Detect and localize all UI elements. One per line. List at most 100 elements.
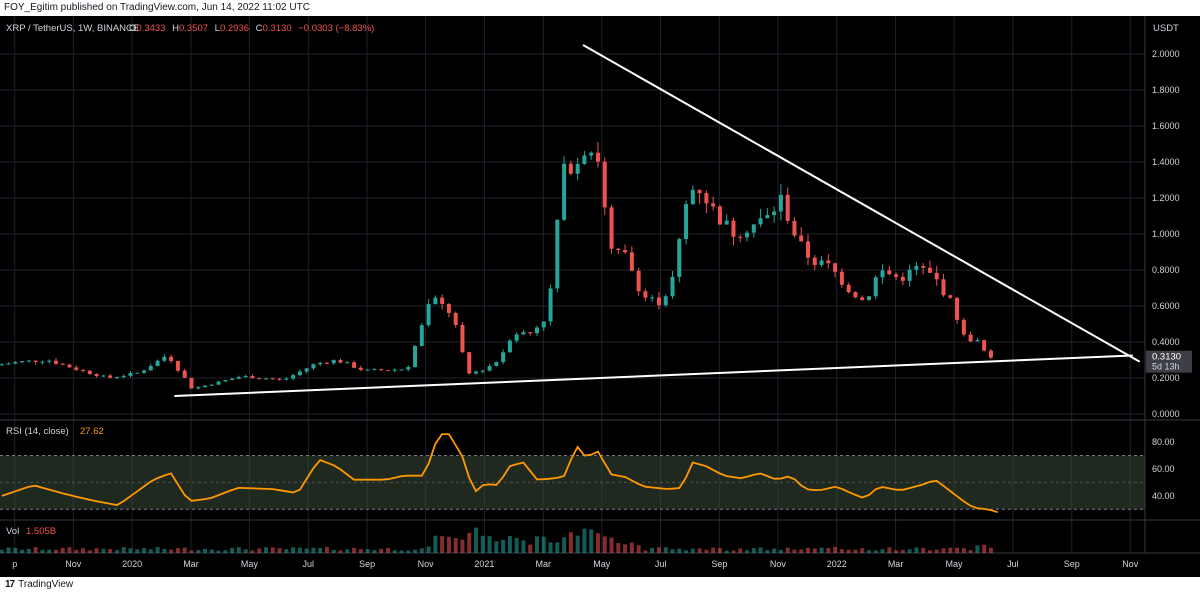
volume-bar	[67, 547, 72, 553]
volume-bar	[629, 542, 634, 553]
volume-bar	[751, 548, 756, 553]
volume-bar	[799, 549, 804, 553]
candle-body	[385, 370, 390, 372]
tradingview-logo[interactable]: 17 TradingView	[5, 577, 73, 593]
volume-bar	[907, 549, 912, 553]
candle-body	[623, 249, 628, 253]
candle-body	[582, 155, 587, 164]
volume-bar	[948, 547, 953, 553]
rsi-value: 27.62	[80, 426, 104, 437]
volume-bar	[934, 549, 939, 553]
volume-bar	[697, 548, 702, 553]
price-axis[interactable]: 0.0000 0.2000 0.4000 0.6000 0.8000 1.0000 1.20…	[1152, 49, 1180, 419]
chart-area[interactable]: 0.0000 0.2000 0.4000 0.6000 0.8000 1.0000 1.20…	[0, 16, 1200, 577]
candle-body	[446, 303, 451, 313]
currency-label: USDT	[1153, 23, 1179, 34]
volume-bar	[142, 547, 147, 553]
volume-bar	[785, 547, 790, 553]
volume-bar	[189, 550, 194, 553]
time-axis[interactable]: p Nov 2020 Mar May Jul Sep Nov 2021 Mar May Jul Sep N…	[12, 559, 1138, 569]
volume-bar	[81, 548, 86, 553]
candle-body	[26, 360, 31, 362]
volume-bar	[602, 536, 607, 553]
volume-bar	[446, 536, 451, 553]
time-tick-label: Nov	[1122, 559, 1139, 569]
trendline-layer[interactable]	[174, 44, 1141, 397]
candle-body	[311, 364, 316, 369]
volume-bar	[474, 527, 479, 553]
legend-o-label: O	[129, 23, 136, 34]
volume-bar	[53, 549, 58, 553]
time-tick-label: p	[12, 559, 17, 569]
candle-body	[616, 248, 621, 250]
chart-canvas[interactable]: 0.0000 0.2000 0.4000 0.6000 0.8000 1.0000 1.20…	[0, 16, 1200, 577]
candle-body	[216, 381, 221, 385]
rsi-axis[interactable]: 40.00 60.00 80.00	[1152, 437, 1175, 501]
volume-bar	[460, 539, 465, 553]
candle-body	[907, 269, 912, 281]
candle-body	[142, 370, 147, 373]
legend-change: −0.0303 (−8.83%)	[298, 23, 374, 34]
candle-body	[636, 270, 641, 292]
candle-body	[772, 211, 777, 216]
volume-bar	[900, 549, 905, 553]
time-tick-label: May	[593, 559, 611, 569]
candle-body	[568, 163, 573, 174]
volume-bar	[257, 548, 262, 553]
volume-bar	[677, 548, 682, 553]
volume-bar	[609, 537, 614, 553]
candle-body	[690, 189, 695, 205]
candle-layer[interactable]	[0, 142, 993, 390]
candle-body	[230, 378, 235, 381]
volume-bar	[792, 549, 797, 553]
time-tick-label: Jul	[655, 559, 667, 569]
candle-body	[162, 356, 167, 361]
candle-body	[507, 340, 512, 353]
candle-body	[643, 291, 648, 298]
candle-body	[677, 239, 682, 277]
volume-bar	[589, 529, 594, 553]
volume-bar	[277, 548, 282, 553]
volume-bar	[738, 548, 743, 553]
volume-bar	[223, 550, 228, 553]
candle-body	[0, 364, 4, 366]
candle-body	[175, 360, 180, 371]
volume-bar	[575, 535, 580, 553]
volume-bar	[0, 549, 4, 553]
candle-body	[806, 241, 811, 258]
candle-body	[948, 295, 953, 298]
volume-bar	[772, 548, 777, 553]
candle-body	[345, 362, 350, 364]
volume-bar	[894, 550, 899, 553]
price-tick-label: 1.2000	[1152, 193, 1180, 203]
candle-body	[338, 359, 343, 363]
candle-body	[873, 277, 878, 297]
candle-body	[745, 232, 750, 238]
candle-body	[521, 332, 526, 335]
symbol-legend: XRP / TetherUS, 1W, BINANCE O0.3433 H0.3…	[6, 23, 1179, 34]
volume-layer	[0, 527, 993, 553]
time-tick-label: Sep	[711, 559, 727, 569]
candle-body	[602, 161, 607, 208]
volume-bar	[961, 548, 966, 553]
volume-bar	[216, 550, 221, 553]
volume-bar	[548, 542, 553, 553]
candle-body	[955, 297, 960, 320]
volume-bar	[162, 548, 167, 553]
volume-bar	[297, 547, 302, 553]
candle-body	[670, 276, 675, 297]
volume-bar	[426, 546, 431, 553]
volume-bar	[406, 550, 411, 553]
volume-bar	[968, 550, 973, 553]
candle-body	[426, 304, 431, 326]
candle-body	[717, 206, 722, 225]
time-tick-label: Nov	[418, 559, 435, 569]
volume-bar	[87, 550, 92, 553]
tradingview-logo-text: TradingView	[18, 579, 74, 590]
candle-body	[839, 271, 844, 285]
volume-bar	[704, 549, 709, 553]
volume-bar	[887, 547, 892, 553]
volume-bar	[745, 550, 750, 553]
last-price-box	[1146, 350, 1192, 373]
volume-bar	[955, 547, 960, 553]
